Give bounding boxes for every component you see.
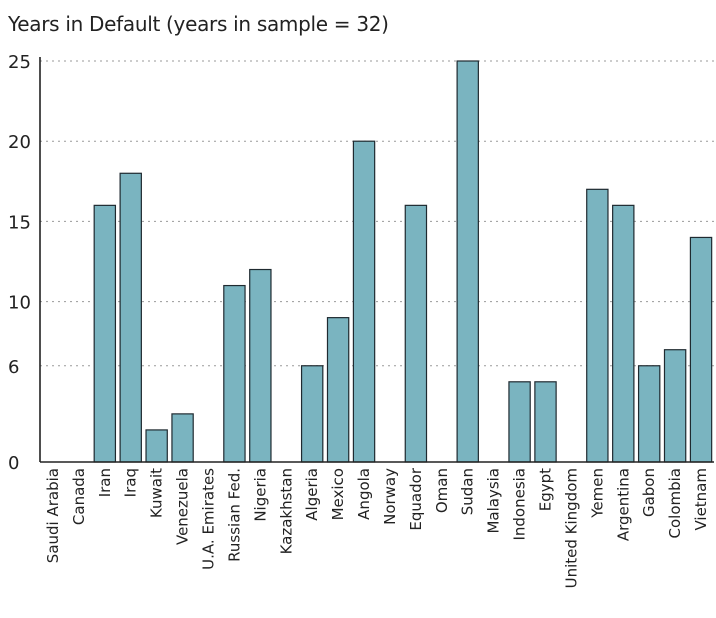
bar: [145, 429, 168, 463]
category-label: Vietnam: [692, 468, 710, 531]
category-label: Egypt: [537, 468, 555, 511]
bar: [663, 349, 687, 463]
bar: [326, 317, 350, 463]
category-label: Indonesia: [511, 468, 529, 541]
bar: [352, 140, 376, 463]
category-label: Venezuela: [174, 468, 192, 545]
bar: [586, 188, 609, 463]
bar: [223, 284, 246, 463]
chart-title: Years in Default (years in sample = 32): [8, 12, 389, 36]
bar: [508, 381, 531, 463]
bar: [534, 381, 557, 463]
bar: [404, 204, 428, 463]
category-label: Malaysia: [485, 468, 503, 534]
bar: [456, 60, 479, 463]
bar: [612, 204, 635, 463]
y-tick-labels: 0 6 10 15 20 25: [8, 52, 31, 474]
grid-lines: [40, 60, 714, 367]
category-label: Angola: [355, 468, 373, 520]
category-label: U.A. Emirates: [200, 468, 218, 570]
bar: [119, 172, 142, 463]
category-label: Iraq: [122, 468, 140, 497]
category-label: Gabon: [640, 468, 658, 517]
category-label: Oman: [433, 468, 451, 513]
category-label: Yemen: [588, 468, 606, 519]
axes: [39, 57, 714, 463]
category-label: Russian Fed.: [225, 468, 243, 562]
category-label: Nigeria: [251, 468, 269, 522]
bar: [637, 365, 661, 463]
y-tick-label: 0: [8, 453, 19, 474]
y-tick-label: 25: [8, 52, 31, 73]
bar: [171, 413, 194, 463]
y-tick-label: 15: [8, 212, 31, 233]
category-labels: Saudi Arabia Canada Iran Iraq Kuwait Venezuel…: [44, 467, 710, 588]
category-label: Argentina: [614, 468, 632, 541]
bar: [689, 236, 713, 463]
category-label: Mexico: [329, 468, 347, 520]
category-label: Iran: [96, 468, 114, 497]
category-label: Norway: [381, 468, 399, 525]
category-label: Kazakhstan: [277, 468, 295, 554]
bar: [300, 365, 324, 463]
category-label: Kuwait: [148, 468, 166, 518]
category-label: Algeria: [303, 468, 321, 521]
y-tick-label: 20: [8, 132, 31, 153]
category-label: Equador: [407, 467, 425, 530]
bar: [249, 268, 272, 463]
y-tick-label: 10: [8, 293, 31, 314]
bars: [93, 60, 713, 463]
category-label: United Kingdom: [562, 468, 580, 588]
category-label: Canada: [70, 468, 88, 525]
category-label: Sudan: [459, 468, 477, 515]
category-label: Saudi Arabia: [44, 468, 62, 563]
category-label: Colombia: [666, 468, 684, 539]
y-tick-label: 6: [8, 357, 19, 378]
bar: [93, 204, 117, 463]
